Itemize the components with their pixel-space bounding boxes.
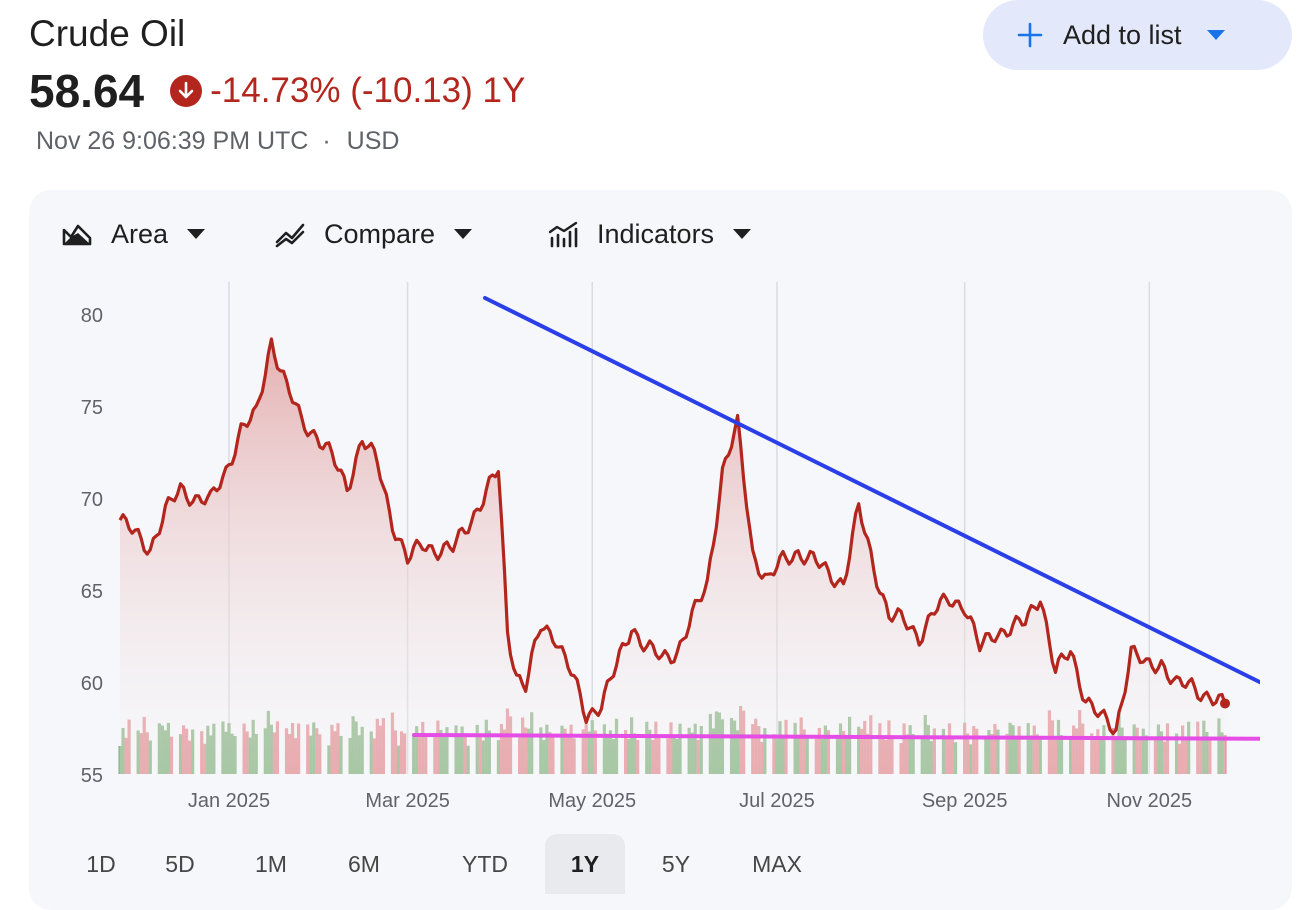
support-line xyxy=(412,733,1260,741)
y-tick-label: 70 xyxy=(81,489,103,511)
chart-type-dropdown[interactable]: Area xyxy=(61,214,206,254)
quote-meta: Nov 26 9:06:39 PM UTC · USD xyxy=(36,124,399,158)
time-range-selector: 1D 5D 1M 6M YTD 1Y 5Y MAX xyxy=(29,827,1260,894)
y-tick-label: 80 xyxy=(81,305,103,327)
caret-down-icon xyxy=(733,229,752,239)
price-change: -14.73% (-10.13) 1Y xyxy=(210,71,526,110)
downtrend-line xyxy=(483,296,1260,685)
timestamp: Nov 26 9:06:39 PM UTC xyxy=(36,127,309,155)
range-tab-6m[interactable]: 6M xyxy=(348,851,380,877)
chart-type-label: Area xyxy=(111,218,169,249)
range-tab-1y[interactable]: 1Y xyxy=(545,834,625,894)
add-to-list-label: Add to list xyxy=(1063,19,1182,50)
compare-label: Compare xyxy=(324,218,436,249)
current-price: 58.64 xyxy=(29,65,145,117)
x-tick-label: Sep 2025 xyxy=(922,790,1008,812)
area-chart-icon xyxy=(62,224,92,246)
compare-dropdown[interactable]: Compare xyxy=(274,214,473,254)
y-tick-label: 55 xyxy=(81,765,103,787)
caret-down-icon xyxy=(187,229,206,239)
chart-card: Area Compare Indicators 80 75 70 65 60 55 Jan … xyxy=(29,190,1292,910)
x-tick-label: Mar 2025 xyxy=(365,790,450,812)
caret-down-icon xyxy=(454,229,473,239)
price-chart[interactable]: 80 75 70 65 60 55 Jan 2025 Mar 2025 May 2025 Jul … xyxy=(29,274,1260,826)
chart-toolbar: Area Compare Indicators xyxy=(29,190,1292,274)
meta-separator: · xyxy=(322,127,331,155)
add-to-list-button[interactable]: Add to list xyxy=(983,0,1292,70)
x-tick-label: Jul 2025 xyxy=(739,790,815,812)
y-tick-label: 65 xyxy=(81,581,103,603)
range-tab-max[interactable]: MAX xyxy=(752,851,802,877)
price-row: 58.64 -14.73% (-10.13) 1Y xyxy=(29,64,525,118)
range-tab-ytd[interactable]: YTD xyxy=(462,851,508,877)
x-tick-label: Nov 2025 xyxy=(1107,790,1193,812)
currency: USD xyxy=(346,127,400,155)
plus-icon xyxy=(1017,22,1043,48)
instrument-title: Crude Oil xyxy=(29,13,186,54)
indicators-dropdown[interactable]: Indicators xyxy=(547,214,752,254)
compare-icon xyxy=(275,223,305,248)
range-tab-5y[interactable]: 5Y xyxy=(661,851,691,877)
range-tab-1m[interactable]: 1M xyxy=(255,851,287,877)
price-line xyxy=(118,337,1227,736)
y-tick-label: 75 xyxy=(81,397,103,419)
indicators-icon xyxy=(548,221,578,248)
x-tick-label: May 2025 xyxy=(548,790,636,812)
x-tick-label: Jan 2025 xyxy=(188,790,270,812)
range-tab-1d[interactable]: 1D xyxy=(86,851,116,877)
indicators-label: Indicators xyxy=(597,218,715,249)
range-tab-5d[interactable]: 5D xyxy=(165,851,195,877)
price-area-fill xyxy=(120,339,1225,774)
last-price-dot xyxy=(1220,698,1230,709)
chart-plot-area[interactable]: 80 75 70 65 60 55 Jan 2025 Mar 2025 May 2025 Jul … xyxy=(29,274,1260,826)
y-tick-label: 60 xyxy=(81,673,103,695)
arrow-down-icon xyxy=(170,75,203,107)
caret-down-icon xyxy=(1206,30,1225,40)
